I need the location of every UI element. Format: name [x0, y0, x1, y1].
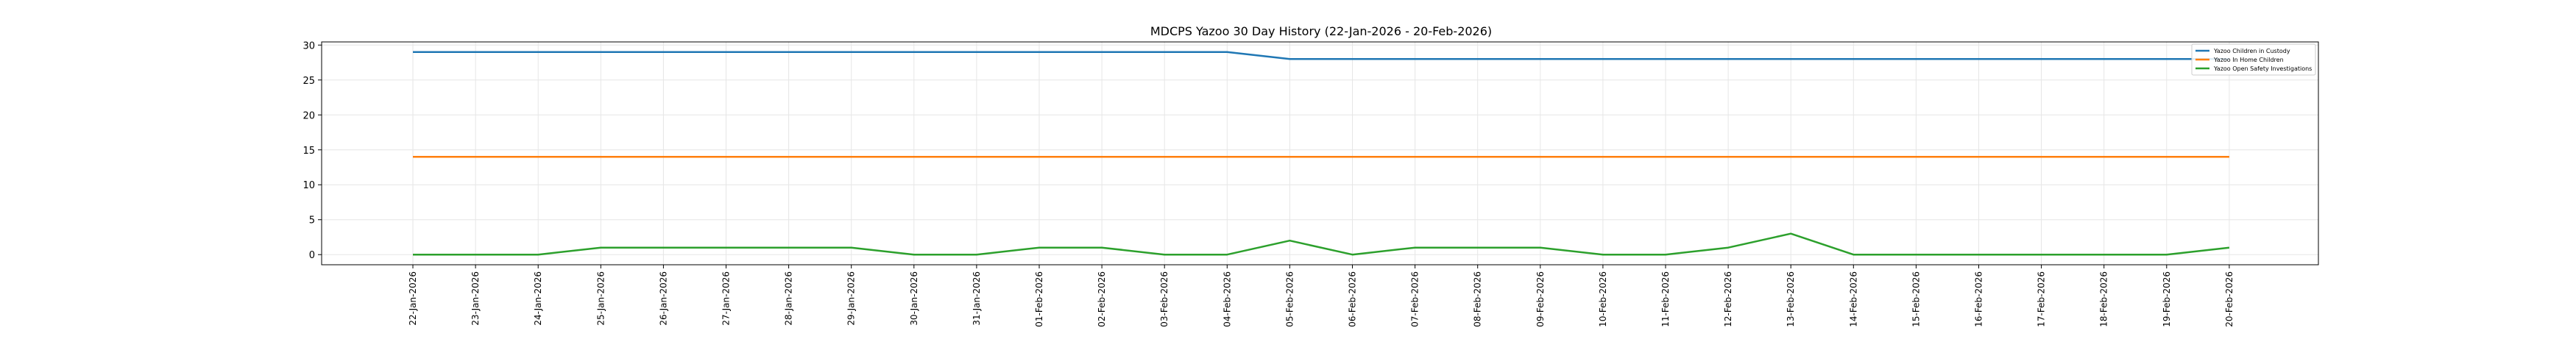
x-tick-label: 27-Jan-2026 [721, 271, 732, 326]
x-tick-label: 30-Jan-2026 [909, 271, 919, 326]
x-tick-label: 08-Feb-2026 [1473, 271, 1483, 327]
x-tick-label: 04-Feb-2026 [1222, 271, 1232, 327]
y-tick-label: 15 [302, 146, 315, 157]
x-tick-label: 20-Feb-2026 [2224, 271, 2234, 327]
y-tick-label: 20 [302, 110, 315, 121]
legend: Yazoo Children in Custody Yazoo In Home C… [2191, 43, 2316, 76]
x-tick-label: 22-Jan-2026 [408, 271, 418, 326]
y-tick-label: 10 [302, 180, 315, 191]
y-tick-label: 25 [302, 76, 315, 87]
series-line [413, 232, 2230, 256]
x-tick-label: 24-Jan-2026 [533, 271, 543, 326]
x-tick-label: 25-Jan-2026 [595, 271, 606, 326]
x-tick-label: 05-Feb-2026 [1284, 271, 1295, 327]
x-tick-label: 13-Feb-2026 [1786, 271, 1796, 327]
y-tick-label: 30 [302, 40, 315, 51]
x-tick-label: 10-Feb-2026 [1598, 271, 1608, 327]
x-tick-label: 06-Feb-2026 [1348, 271, 1358, 327]
series-lines [413, 51, 2230, 256]
legend-label: Yazoo Children in Custody [2213, 48, 2290, 54]
x-tick-label: 31-Jan-2026 [972, 271, 982, 326]
y-tick-label: 0 [309, 250, 315, 261]
x-tick-label: 02-Feb-2026 [1097, 271, 1107, 327]
x-tick-label: 01-Feb-2026 [1034, 271, 1044, 327]
y-tick-label: 5 [309, 215, 315, 227]
x-tick-label: 16-Feb-2026 [1974, 271, 1984, 327]
axes: 0 5 10 15 20 25 30 22-Jan-2026 23-Jan-2026 24-Jan… [302, 40, 2234, 327]
x-tick-label: 18-Feb-2026 [2099, 271, 2109, 327]
legend-label: Yazoo Open Safety Investigations [2213, 65, 2312, 72]
x-tick-label: 19-Feb-2026 [2162, 271, 2172, 327]
x-tick-label: 07-Feb-2026 [1410, 271, 1420, 327]
x-tick-label: 15-Feb-2026 [1911, 271, 1921, 327]
legend-box [2191, 43, 2316, 76]
chart-title: MDCPS Yazoo 30 Day History (22-Jan-2026 … [1150, 24, 1492, 38]
plot-area [321, 41, 2319, 265]
x-tick-label: 26-Jan-2026 [658, 271, 668, 326]
x-tick-label: 12-Feb-2026 [1723, 271, 1733, 327]
legend-label: Yazoo In Home Children [2213, 57, 2284, 63]
x-tick-label: 09-Feb-2026 [1535, 271, 1546, 327]
x-tick-label: 28-Jan-2026 [784, 271, 794, 326]
x-tick-label: 11-Feb-2026 [1660, 271, 1671, 327]
x-tick-label: 29-Jan-2026 [846, 271, 857, 326]
x-tick-label: 17-Feb-2026 [2037, 271, 2047, 327]
x-tick-label: 14-Feb-2026 [1848, 271, 1858, 327]
x-tick-label: 23-Jan-2026 [470, 271, 481, 326]
grid [322, 42, 2318, 265]
series-line [413, 51, 2229, 60]
x-tick-label: 03-Feb-2026 [1159, 271, 1170, 327]
